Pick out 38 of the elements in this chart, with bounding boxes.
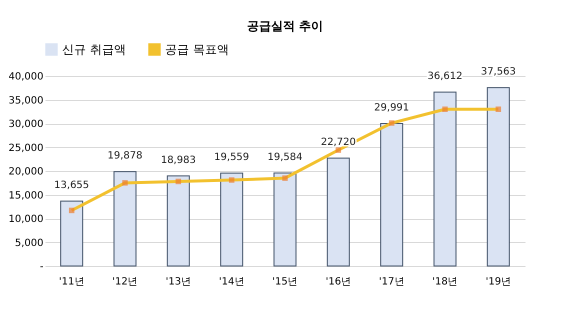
x-tick-label: '11년 bbox=[58, 276, 84, 288]
x-tick-label: '12년 bbox=[112, 276, 138, 288]
bar bbox=[326, 158, 350, 266]
x-tick-label: '16년 bbox=[326, 276, 352, 288]
y-tick-label: - bbox=[40, 262, 44, 272]
bar bbox=[380, 123, 404, 266]
data-label: 13,655 bbox=[54, 180, 90, 192]
data-label: 36,612 bbox=[428, 71, 462, 82]
x-tick-label: '14년 bbox=[218, 276, 244, 288]
y-tick-label: 25,000 bbox=[8, 142, 44, 154]
bar bbox=[60, 200, 84, 266]
data-label: 19,584 bbox=[268, 152, 302, 163]
bar bbox=[434, 92, 456, 266]
x-tick-label: '19년 bbox=[486, 276, 512, 288]
chart-title: 공급실적 추이 bbox=[246, 19, 324, 33]
bar bbox=[486, 87, 510, 266]
y-tick-label: 15,000 bbox=[8, 190, 44, 202]
data-label: 18,983 bbox=[160, 154, 196, 166]
bar bbox=[274, 172, 296, 266]
y-tick-label: 30,000 bbox=[8, 119, 44, 130]
bar bbox=[114, 171, 136, 266]
y-tick-label: 20,000 bbox=[8, 166, 44, 178]
legend-label: 신규 취급액 bbox=[62, 42, 126, 57]
x-tick-label: '17년 bbox=[378, 276, 404, 288]
y-tick-label: 40,000 bbox=[8, 72, 44, 82]
data-label: 19,878 bbox=[108, 150, 142, 162]
y-tick-label: 5,000 bbox=[14, 238, 44, 249]
bar bbox=[220, 172, 244, 266]
x-tick-label: '15년 bbox=[272, 276, 298, 288]
legend-label: 공급 목표액 bbox=[165, 42, 229, 57]
data-label: 19,559 bbox=[214, 152, 250, 164]
data-label: 37,563 bbox=[480, 66, 516, 78]
data-label: 29,991 bbox=[374, 102, 410, 114]
y-tick-label: 35,000 bbox=[8, 95, 44, 106]
x-tick-label: '13년 bbox=[166, 276, 192, 288]
y-tick-label: 10,000 bbox=[8, 214, 44, 225]
bar bbox=[166, 175, 190, 266]
x-tick-label: '18년 bbox=[432, 276, 458, 288]
